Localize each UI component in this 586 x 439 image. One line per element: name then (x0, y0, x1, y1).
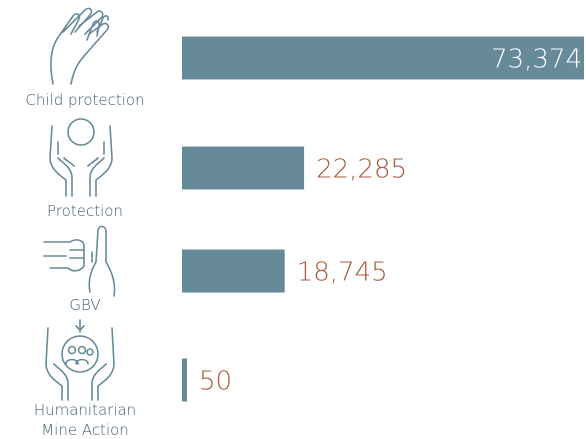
icon-protection (49, 118, 113, 197)
category-label: Protection (47, 202, 123, 220)
bar (182, 36, 584, 80)
bar (182, 146, 305, 190)
bar (182, 358, 187, 402)
value-label: 22,285 (316, 155, 407, 185)
icon-child-protection (50, 7, 110, 85)
value-label: 73,374 (491, 45, 582, 75)
value-label: 50 (199, 367, 232, 397)
category-label: Humanitarian Mine Action (33, 401, 137, 439)
category-label: Child protection (25, 91, 145, 109)
bar (182, 249, 285, 293)
value-label: 18,745 (297, 258, 388, 288)
icon-mine-action (45, 319, 115, 401)
category-label: GBV (69, 296, 101, 314)
icon-gbv (43, 225, 116, 297)
